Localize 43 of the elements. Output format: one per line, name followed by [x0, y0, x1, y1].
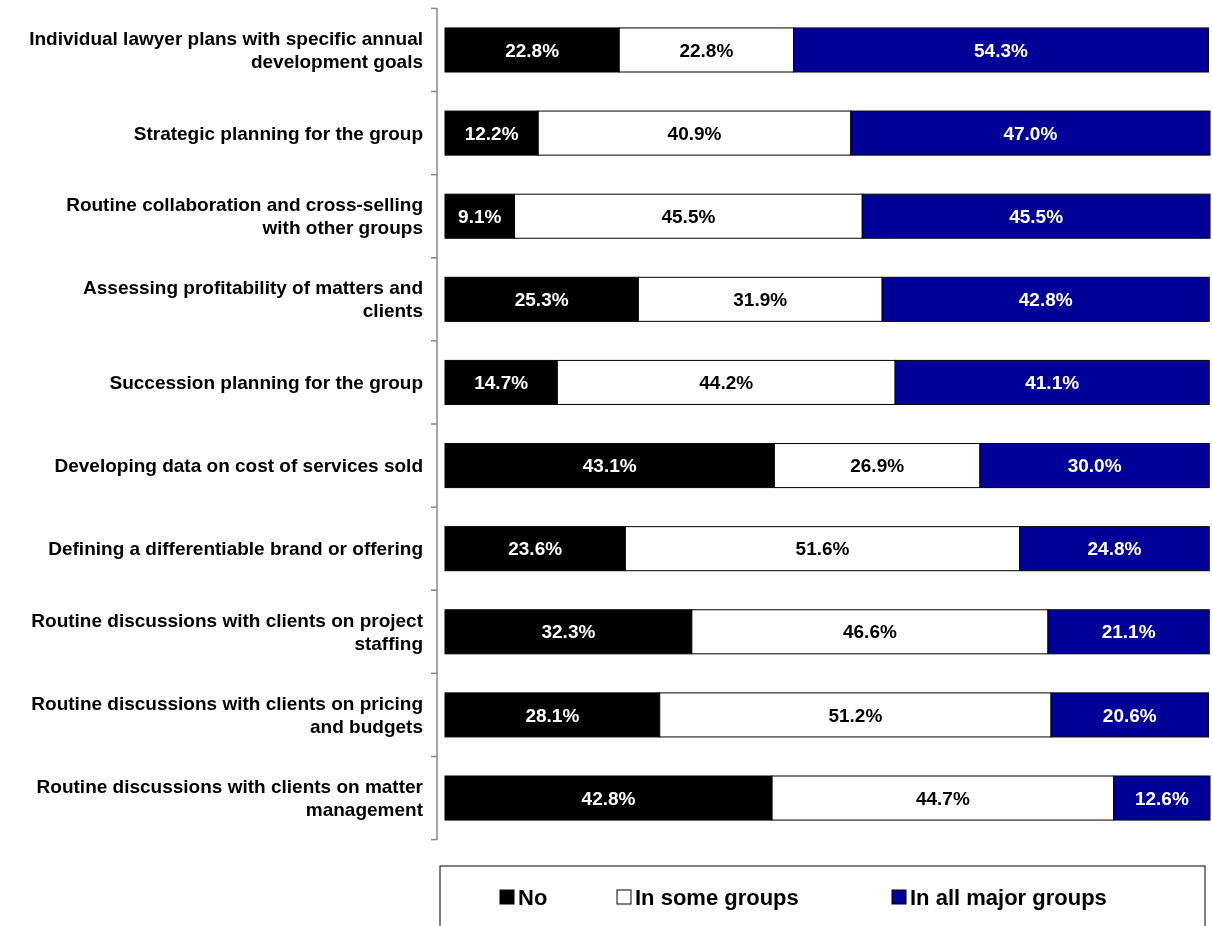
data-label: 45.5%: [1009, 205, 1064, 227]
data-label: 22.8%: [679, 39, 734, 61]
y-tick-label: Routine collaboration and cross-selling with other groups: [66, 194, 423, 239]
data-label: 42.8%: [1018, 288, 1073, 310]
data-label: 47.0%: [1003, 122, 1058, 144]
data-label: 25.3%: [514, 288, 569, 310]
y-tick-label: Developing data on cost of services sold: [54, 455, 423, 477]
data-label: 24.8%: [1087, 538, 1142, 560]
y-tick-label: Strategic planning for the group: [133, 122, 423, 144]
data-label: 41.1%: [1025, 372, 1080, 394]
data-label: 22.8%: [505, 39, 560, 61]
data-label: 23.6%: [508, 538, 563, 560]
data-label: 46.6%: [842, 621, 897, 643]
data-label: 51.2%: [828, 704, 883, 726]
legend-label: In all major groups: [910, 884, 1107, 910]
data-label: 42.8%: [581, 787, 636, 809]
data-label: 26.9%: [850, 455, 905, 477]
data-label: 12.2%: [464, 122, 519, 144]
data-label: 21.1%: [1101, 621, 1156, 643]
legend-label: In some groups: [635, 884, 799, 910]
data-label: 54.3%: [974, 39, 1029, 61]
data-label: 31.9%: [733, 288, 788, 310]
data-label: 12.6%: [1134, 787, 1189, 809]
data-label: 51.6%: [795, 538, 850, 560]
y-tick-label: Succession planning for the group: [109, 372, 423, 394]
data-label: 44.2%: [699, 372, 754, 394]
data-label: 45.5%: [661, 205, 716, 227]
data-label: 30.0%: [1067, 455, 1122, 477]
y-tick-label: Assessing profitability of matters and clients: [83, 277, 423, 322]
data-label: 9.1%: [458, 205, 502, 227]
y-tick-label: Routine discussions with clients on matter management: [36, 776, 424, 821]
data-label: 20.6%: [1102, 704, 1157, 726]
data-label: 14.7%: [474, 372, 529, 394]
y-tick-label: Defining a differentiable brand or offering: [48, 538, 423, 560]
legend-label: No: [518, 884, 548, 910]
y-tick-label: Routine discussions with clients on pricing and budgets: [31, 693, 423, 738]
data-label: 44.7%: [915, 787, 970, 809]
data-label: 40.9%: [667, 122, 722, 144]
y-tick-label: Routine discussions with clients on project staffing: [31, 609, 424, 654]
data-label: 28.1%: [525, 704, 580, 726]
y-tick-label: Individual lawyer plans with specific annual development goals: [29, 28, 423, 73]
data-label: 32.3%: [541, 621, 596, 643]
data-label: 43.1%: [582, 455, 637, 477]
